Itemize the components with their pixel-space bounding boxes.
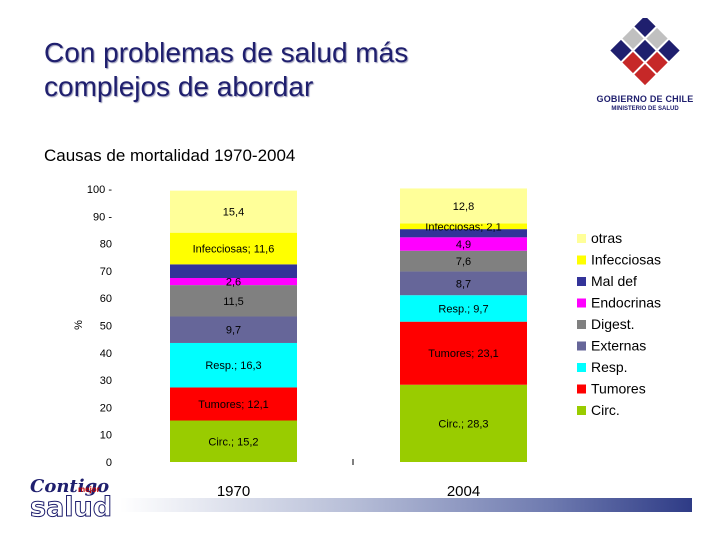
- y-tick-label: 90 -: [93, 211, 112, 223]
- slide-title: Con problemas de salud más complejos de …: [44, 36, 408, 104]
- y-tick-label: 50: [100, 321, 112, 333]
- data-label-endocrinas-1970: 2,6: [226, 277, 241, 289]
- legend-label-resp: Resp.: [591, 359, 628, 375]
- x-tick-label-1970: 1970: [217, 483, 250, 500]
- data-label-resp-1970: Resp.; 16,3: [205, 360, 261, 372]
- legend-swatch-digest: [577, 320, 586, 329]
- data-label-infecciosas-1970: Infecciosas; 11,6: [193, 244, 275, 256]
- y-tick-label: 30: [100, 375, 112, 387]
- x-tick-label-2004: 2004: [447, 483, 480, 500]
- bar-segment-circ-2004: [400, 384, 527, 462]
- bar-segment-resp-2004: [400, 295, 527, 322]
- legend-swatch-infecciosas: [577, 255, 586, 265]
- bar-segment-mal_def-2004: [400, 229, 527, 238]
- y-tick-label: 10: [100, 430, 112, 442]
- legend-swatch-circ: [577, 406, 586, 415]
- gov-ministry: MINISTERIO DE SALUD: [611, 106, 679, 112]
- legend-label-endocrinas: Endocrinas: [591, 295, 661, 311]
- legend-swatch-mal_def: [577, 277, 586, 286]
- legend-label-tumores: Tumores: [591, 381, 646, 397]
- legend-swatch-externas: [577, 341, 586, 351]
- bar-segment-mal_def-1970: [170, 264, 297, 278]
- bar-segment-tumores-2004: [400, 321, 527, 385]
- data-label-tumores-1970: Tumores; 12,1: [198, 399, 269, 411]
- slide-title-line1: Con problemas de salud más: [44, 37, 409, 68]
- bar-segment-digest-2004: [400, 250, 527, 272]
- contigo-mejor-salud-logo: Contigo mejor salud: [28, 476, 128, 526]
- data-label-externas-1970: 9,7: [226, 325, 241, 337]
- legend-label-digest: Digest.: [591, 316, 635, 332]
- data-label-digest-1970: 11,5: [223, 296, 244, 308]
- y-tick-label: 40: [100, 348, 112, 360]
- legend-swatch-resp: [577, 363, 586, 372]
- y-tick-label: 100 -: [87, 184, 112, 196]
- bar-segment-externas-2004: [400, 271, 527, 296]
- data-label-resp-2004: Resp.; 9,7: [438, 303, 488, 315]
- bar-segment-endocrinas-1970: [170, 277, 297, 286]
- gobierno-de-chile-logo: GOBIERNO DE CHILE MINISTERIO DE SALUD: [590, 15, 700, 128]
- bar-segment-externas-1970: [170, 316, 297, 343]
- bar-segment-infecciosas-2004: [400, 223, 527, 230]
- legend-swatch-tumores: [577, 384, 586, 394]
- slide-title-line2: complejos de abordar: [44, 71, 314, 102]
- logo-word-mejor: mejor: [78, 485, 100, 494]
- bar-segment-infecciosas-1970: [170, 232, 297, 265]
- data-label-externas-2004: 8,7: [456, 278, 471, 290]
- bar-segment-tumores-1970: [170, 387, 297, 421]
- legend-swatch-endocrinas: [577, 298, 586, 308]
- legend-label-externas: Externas: [591, 338, 646, 354]
- bar-segment-circ-1970: [170, 420, 297, 462]
- gov-star-emblem: [610, 15, 680, 86]
- logo-word-contigo: Contigo: [30, 476, 110, 497]
- data-label-circ-2004: Circ.; 28,3: [438, 418, 488, 430]
- bar-segment-digest-1970: [170, 285, 297, 317]
- footer-gradient-bar: [120, 498, 692, 512]
- bar-segment-endocrinas-2004: [400, 237, 527, 251]
- legend-swatch-otras: [577, 234, 586, 243]
- y-tick-label: 20: [100, 402, 112, 414]
- y-tick-label: 80: [100, 239, 112, 251]
- chart-subtitle: Causas de mortalidad 1970-2004: [44, 146, 296, 165]
- data-label-otras-2004: 12,8: [453, 201, 474, 213]
- data-label-otras-1970: 15,4: [223, 207, 244, 219]
- data-label-digest-2004: 7,6: [456, 256, 471, 268]
- legend-label-circ: Circ.: [591, 402, 620, 418]
- bar-segment-otras-2004: [400, 188, 527, 224]
- data-label-endocrinas-2004: 4,9: [456, 239, 471, 251]
- gov-name: GOBIERNO DE CHILE: [596, 94, 694, 104]
- legend-label-mal_def: Mal def: [591, 273, 637, 289]
- data-label-circ-1970: Circ.; 15,2: [208, 436, 258, 448]
- y-tick-label: 60: [100, 293, 112, 305]
- legend-label-infecciosas: Infecciosas: [591, 252, 661, 268]
- y-tick-label: 70: [100, 266, 112, 278]
- y-axis-label: %: [73, 320, 85, 330]
- data-label-tumores-2004: Tumores; 23,1: [428, 348, 499, 360]
- legend-label-otras: otras: [591, 230, 622, 246]
- bar-segment-otras-1970: [170, 190, 297, 233]
- logo-word-salud: salud: [29, 492, 113, 524]
- data-label-infecciosas-2004: Infecciosas; 2,1: [425, 221, 501, 233]
- bar-segment-resp-1970: [170, 342, 297, 388]
- y-tick-label: 0: [106, 457, 112, 469]
